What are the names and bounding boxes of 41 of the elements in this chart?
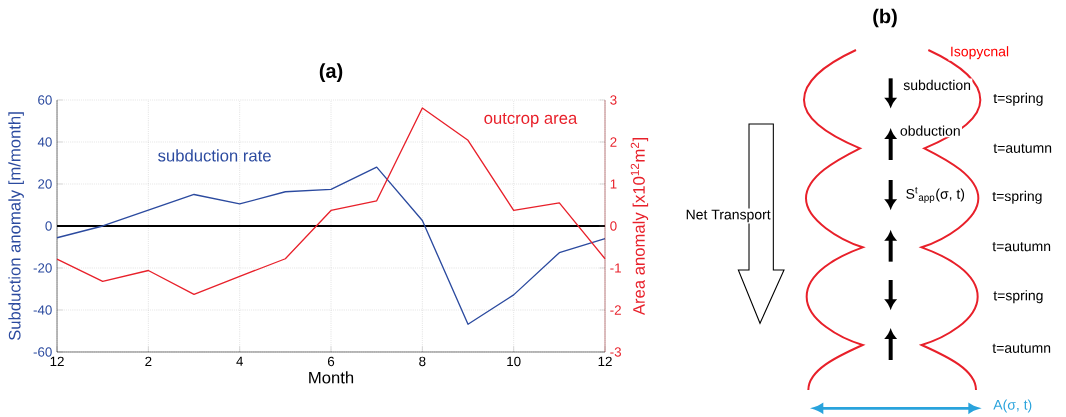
series-label: subduction rate [158, 149, 271, 162]
chart-title: (a) [319, 63, 343, 82]
line-series [56, 107, 606, 296]
text: Isopycnal [951, 46, 1009, 60]
y2-tick-label: 0 [610, 221, 617, 231]
x-tick-label: 4 [236, 356, 243, 366]
text: t=autumn [992, 343, 1051, 353]
text: t=autumn [993, 143, 1052, 153]
text: obduction [900, 125, 960, 136]
series-label: outcrop area [484, 113, 578, 128]
x-tick-label: 2 [145, 356, 152, 367]
x-axis-title: Month [309, 371, 354, 384]
y-tick-label: 40 [37, 137, 52, 147]
text: t=spring [992, 190, 1042, 204]
y-tick-label: -40 [33, 305, 52, 315]
text: subduction [903, 79, 971, 91]
y-tick-label: 20 [38, 179, 52, 189]
x-tick-label: 6 [327, 356, 335, 367]
y-axis-title: Subduction anomaly [m/month] [8, 112, 24, 341]
y-tick-label: -20 [33, 263, 52, 273]
x-tick-label: 12 [598, 356, 612, 367]
text: A(σ, t) [993, 399, 1032, 413]
y-tick-label: -60 [33, 347, 52, 357]
x-tick-label: 10 [507, 356, 521, 367]
text: (b) [873, 8, 897, 28]
y2-tick-label: -1 [610, 263, 621, 273]
y2-tick-label: 3 [610, 95, 617, 105]
y-tick-label: 60 [38, 95, 52, 105]
x-tick-label: 12 [50, 356, 64, 367]
text: S$^{t}$$_{app}$(σ, t) [906, 187, 965, 203]
y-tick-label: 0 [45, 221, 52, 231]
y2-tick-label: -2 [610, 305, 621, 315]
y2-axis-title: Area anomaly [x10$^{12}$m$^{2}$] [630, 138, 649, 316]
y2-tick-label: 2 [610, 137, 617, 147]
x-tick-label: 8 [419, 356, 426, 367]
y2-tick-label: -3 [610, 347, 621, 357]
text: t=spring [993, 290, 1043, 304]
text: t=spring [993, 92, 1043, 106]
y2-tick-label: 1 [610, 179, 617, 189]
text: t=autumn [992, 242, 1051, 252]
text: Net Transport [686, 209, 771, 223]
